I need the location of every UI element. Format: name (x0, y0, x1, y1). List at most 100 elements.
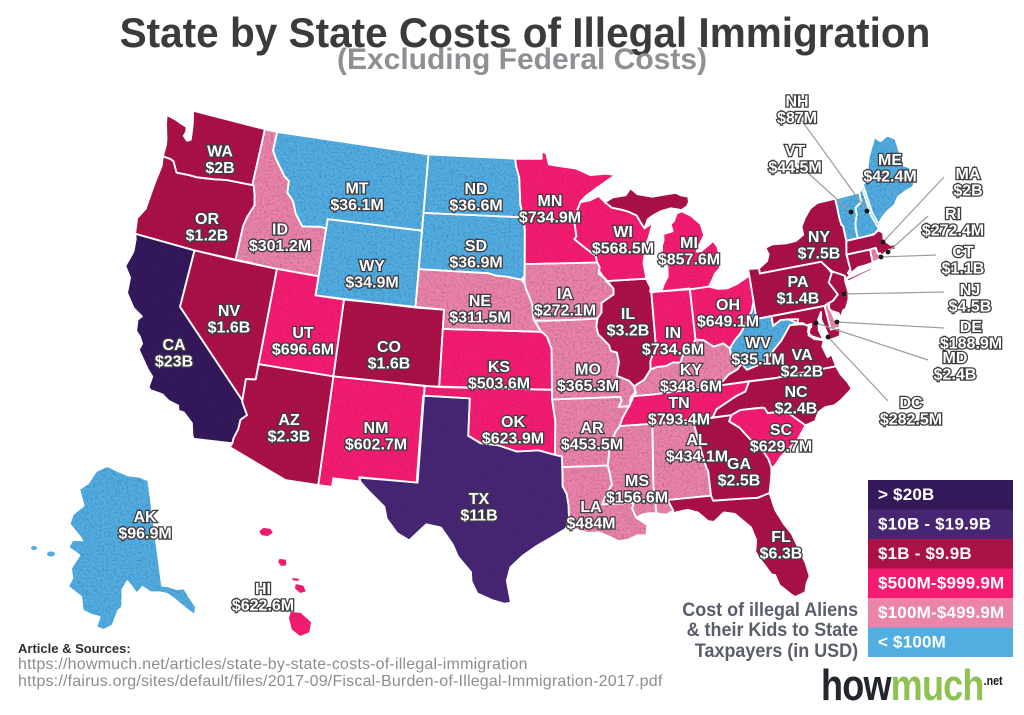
svg-text:SD: SD (465, 238, 487, 255)
svg-text:$7.5B: $7.5B (798, 246, 841, 263)
svg-text:LA: LA (580, 499, 602, 516)
svg-text:OR: OR (195, 211, 219, 228)
svg-text:$23B: $23B (155, 354, 193, 371)
svg-text:AR: AR (580, 420, 604, 437)
svg-text:PA: PA (787, 274, 808, 291)
svg-text:WY: WY (359, 258, 385, 275)
svg-text:KY: KY (680, 362, 703, 379)
svg-text:FL: FL (771, 529, 791, 546)
svg-text:IL: IL (621, 306, 635, 323)
svg-text:GA: GA (727, 456, 751, 473)
svg-text:$1.4B: $1.4B (777, 291, 820, 308)
svg-text:$36.9M: $36.9M (449, 255, 502, 272)
svg-text:MA: MA (956, 166, 981, 183)
svg-text:$11B: $11B (460, 508, 497, 525)
svg-text:VA: VA (791, 347, 812, 364)
svg-text:$365.3M: $365.3M (557, 378, 619, 395)
svg-text:MO: MO (575, 362, 601, 379)
svg-text:HI: HI (255, 581, 271, 598)
svg-text:$453.5M: $453.5M (561, 437, 623, 454)
svg-text:$10B - $19.9B: $10B - $19.9B (878, 515, 991, 534)
svg-text:AK: AK (133, 509, 157, 526)
svg-text:$500M-$999.9M: $500M-$999.9M (878, 574, 1004, 593)
svg-text:NM: NM (364, 420, 389, 437)
svg-text:NV: NV (218, 303, 241, 320)
svg-text:WV: WV (745, 335, 771, 352)
svg-text:$2.3B: $2.3B (268, 429, 311, 446)
svg-text:NY: NY (808, 229, 831, 246)
svg-text:OK: OK (501, 414, 525, 431)
svg-text:$282.5M: $282.5M (880, 412, 942, 429)
svg-text:$42.4M: $42.4M (863, 169, 916, 186)
svg-text:$348.6M: $348.6M (660, 379, 722, 396)
svg-text:CA: CA (162, 337, 186, 354)
svg-text:$696.6M: $696.6M (272, 342, 334, 359)
svg-text:$188.9M: $188.9M (940, 336, 1002, 353)
svg-text:TX: TX (469, 491, 490, 508)
svg-text:$649.1M: $649.1M (697, 314, 759, 331)
svg-text:NJ: NJ (960, 282, 980, 299)
svg-text:WI: WI (613, 224, 633, 241)
svg-text:NC: NC (784, 384, 808, 401)
svg-text:IA: IA (557, 286, 573, 303)
svg-text:SC: SC (770, 422, 793, 439)
svg-text:CO: CO (377, 339, 401, 356)
svg-text:ND: ND (464, 181, 487, 198)
svg-text:MN: MN (538, 193, 563, 210)
svg-text:$2.4B: $2.4B (775, 401, 818, 418)
svg-text:ID: ID (272, 222, 288, 239)
svg-text:AL: AL (686, 432, 708, 449)
svg-text:AZ: AZ (278, 412, 300, 429)
svg-text:$2.5B: $2.5B (718, 473, 761, 490)
svg-text:MS: MS (625, 473, 649, 490)
svg-text:$2B: $2B (953, 183, 982, 200)
svg-text:MI: MI (680, 235, 698, 252)
svg-text:$36.6M: $36.6M (449, 198, 502, 215)
svg-text:$272.1M: $272.1M (534, 303, 596, 320)
svg-text:$35.1M: $35.1M (731, 352, 784, 369)
svg-text:$503.6M: $503.6M (468, 376, 530, 393)
svg-text:$34.9M: $34.9M (345, 275, 398, 292)
svg-text:$1B - $9.9B: $1B - $9.9B (878, 544, 972, 563)
svg-text:$87M: $87M (777, 110, 817, 127)
svg-text:$1.2B: $1.2B (186, 228, 229, 245)
svg-text:KS: KS (488, 359, 511, 376)
svg-text:$6.3B: $6.3B (760, 546, 803, 563)
svg-text:IN: IN (665, 325, 681, 342)
svg-text:$568.5M: $568.5M (592, 241, 654, 258)
svg-text:$793.4M: $793.4M (648, 412, 710, 429)
svg-text:$2.2B: $2.2B (781, 364, 824, 381)
svg-text:$629.7M: $629.7M (750, 439, 812, 456)
svg-text:$484M: $484M (567, 516, 616, 533)
svg-text:$301.2M: $301.2M (249, 238, 311, 255)
svg-text:$602.7M: $602.7M (345, 437, 407, 454)
svg-text:$622.6M: $622.6M (232, 598, 294, 615)
svg-text:UT: UT (292, 325, 314, 342)
svg-text:$734.9M: $734.9M (519, 210, 581, 227)
svg-text:CT: CT (952, 244, 974, 261)
svg-text:$311.5M: $311.5M (449, 310, 510, 327)
svg-text:$734.6M: $734.6M (642, 342, 704, 359)
svg-text:TN: TN (668, 395, 689, 412)
svg-text:$272.4M: $272.4M (922, 223, 984, 240)
svg-text:NH: NH (785, 94, 808, 111)
svg-text:$857.6M: $857.6M (658, 252, 720, 269)
svg-text:$44.5M: $44.5M (768, 160, 821, 177)
svg-text:$36.1M: $36.1M (330, 197, 383, 214)
svg-text:RI: RI (945, 206, 961, 223)
svg-text:$1.1B: $1.1B (942, 261, 985, 278)
svg-text:NE: NE (469, 293, 492, 310)
svg-text:< $100M: < $100M (878, 633, 946, 652)
svg-text:$1.6B: $1.6B (368, 356, 411, 373)
svg-text:MT: MT (345, 181, 368, 198)
svg-text:VT: VT (785, 143, 806, 160)
svg-text:DE: DE (960, 319, 983, 336)
svg-text:$3.2B: $3.2B (607, 323, 650, 340)
svg-text:OH: OH (716, 297, 740, 314)
svg-text:ME: ME (878, 152, 902, 169)
svg-text:$2B: $2B (205, 160, 234, 177)
svg-text:$1.6B: $1.6B (208, 320, 251, 337)
svg-text:$4.5B: $4.5B (949, 299, 992, 316)
svg-text:DC: DC (899, 395, 923, 412)
svg-text:$156.6M: $156.6M (606, 490, 668, 507)
